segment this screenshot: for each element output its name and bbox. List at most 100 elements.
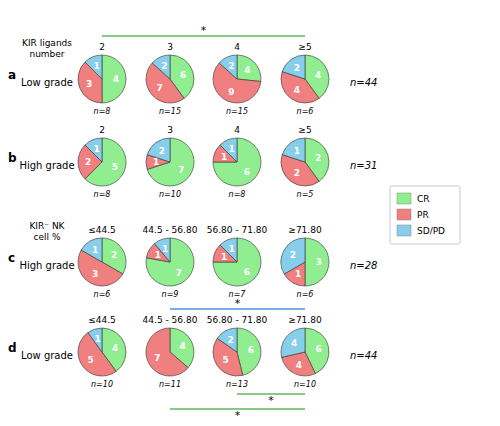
n-label: n=6 (297, 107, 314, 116)
pie-slice (88, 328, 102, 352)
n-label: n=10 (91, 380, 113, 389)
data-label: 1 (94, 144, 100, 154)
pie-slice (305, 238, 329, 286)
pie-slice (152, 55, 170, 79)
n-total: n=28 (350, 260, 377, 271)
data-label: 1 (221, 252, 227, 262)
data-label: 1 (294, 146, 300, 156)
data-label: 6 (244, 267, 250, 277)
category-label: 3 (167, 42, 173, 52)
legend-swatch (397, 209, 411, 220)
section-letter: a (8, 68, 16, 82)
pie (213, 328, 261, 376)
data-label: 1 (155, 250, 161, 260)
category-label: 2 (99, 42, 105, 52)
data-label: 2 (228, 61, 234, 71)
data-label: 1 (295, 269, 301, 279)
pie-slice (146, 238, 194, 286)
n-total: n=31 (350, 160, 377, 171)
data-label: 1 (92, 245, 98, 255)
legend-entry: CR (417, 194, 430, 204)
data-label: 1 (153, 157, 159, 167)
data-label: 9 (228, 87, 234, 97)
n-label: n=9 (162, 290, 179, 299)
category-label: ≥71.80 (288, 315, 322, 325)
row-label: High grade (19, 160, 74, 171)
n-total: n=44 (350, 77, 377, 88)
pie (146, 138, 194, 186)
pie-slice (155, 238, 170, 262)
pie (281, 55, 329, 103)
data-label: 2 (159, 146, 165, 156)
legend-entry: PR (417, 210, 429, 220)
data-label: 2 (111, 250, 117, 260)
n-label: n=11 (159, 380, 181, 389)
legend-frame (390, 186, 460, 244)
section: aLow gradeKIR ligandsnumber4312n=86723n=… (8, 24, 377, 116)
section: dLow grade451≤44.5n=104744.5 - 56.80n=11… (8, 297, 377, 422)
n-total: n=44 (350, 350, 377, 361)
pie-slice (237, 55, 261, 82)
header-label: KIR ligandsnumber (22, 38, 72, 59)
data-label: 4 (180, 341, 186, 351)
n-label: n=8 (94, 190, 111, 199)
data-label: 7 (178, 165, 184, 175)
section: bHigh grade5212n=87123n=106114n=8221≥5n=… (8, 125, 377, 199)
n-label: n=10 (294, 380, 316, 389)
pie (281, 328, 329, 376)
category-label: 4 (234, 125, 240, 135)
data-label: 7 (157, 83, 163, 93)
section: cHigh gradeKIR⁻ NKcell %231≤44.5n=671144… (8, 221, 377, 299)
pie (281, 138, 329, 186)
data-label: 3 (316, 257, 322, 267)
legend-swatch (397, 193, 411, 204)
pie-slice (220, 138, 237, 162)
pie-slice (282, 138, 305, 162)
n-label: n=8 (94, 107, 111, 116)
section-letter: d (8, 341, 17, 355)
n-label: n=6 (297, 290, 314, 299)
data-label: 4 (244, 65, 250, 75)
figure: aLow gradeKIR ligandsnumber4312n=86723n=… (0, 0, 500, 426)
n-label: n=15 (159, 107, 181, 116)
data-label: 4 (296, 360, 302, 370)
pie (146, 328, 194, 376)
data-label: 6 (244, 167, 250, 177)
significance-star: * (235, 409, 241, 422)
data-label: 5 (88, 355, 94, 365)
n-label: n=15 (226, 107, 248, 116)
data-label: 6 (315, 344, 321, 354)
data-label: 2 (294, 168, 300, 178)
pie-slice (213, 238, 261, 286)
category-label: 56.80 - 71.80 (207, 225, 268, 235)
n-label: n=10 (159, 190, 181, 199)
pie (78, 328, 126, 376)
pie (146, 55, 194, 103)
significance-star: * (268, 394, 274, 407)
legend-entry: SD/PD (417, 226, 445, 236)
data-label: 3 (86, 79, 92, 89)
data-label: 7 (154, 353, 160, 363)
category-label: 44.5 - 56.80 (143, 225, 198, 235)
pie-slice (146, 328, 188, 376)
data-label: 2 (315, 153, 321, 163)
pie (213, 55, 261, 103)
n-label: n=5 (297, 190, 314, 199)
significance-star: * (235, 297, 241, 310)
category-label: 4 (234, 42, 240, 52)
data-label: 2 (227, 335, 233, 345)
row-label: Low grade (21, 350, 73, 361)
pie-slice (78, 333, 116, 376)
data-label: 3 (92, 269, 98, 279)
data-label: 5 (112, 162, 118, 172)
data-label: 4 (291, 338, 297, 348)
pie (146, 238, 194, 286)
data-label: 2 (290, 250, 296, 260)
data-label: 5 (222, 355, 228, 365)
legend-swatch (397, 225, 411, 236)
n-label: n=8 (229, 190, 246, 199)
data-label: 4 (112, 343, 118, 353)
data-label: 2 (85, 157, 91, 167)
data-label: 4 (113, 74, 119, 84)
pie-slice (102, 55, 126, 103)
